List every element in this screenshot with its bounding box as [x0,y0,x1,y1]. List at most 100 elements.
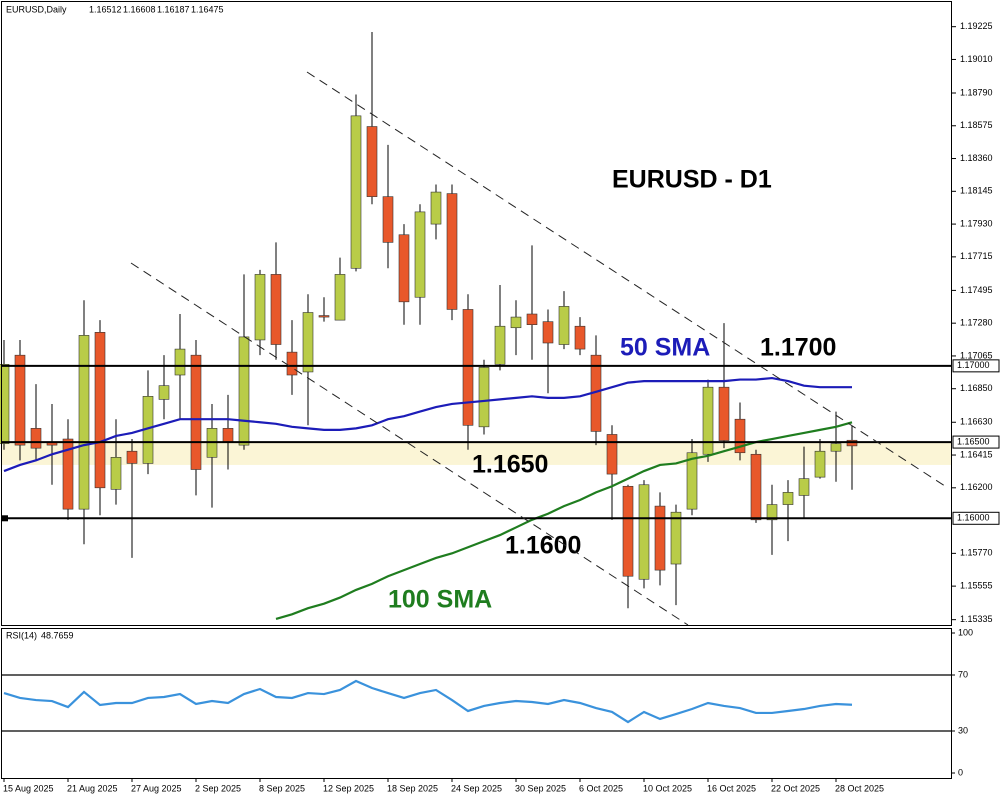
y-tick-label: 1.15335 [960,614,993,624]
y-tick-label: 1.16630 [960,417,993,427]
y-tick-label: 1.18360 [960,153,993,163]
candle-body [302,312,314,373]
y-tick-label: 1.18575 [960,120,993,130]
y-tick-label: 1.19010 [960,54,993,64]
candle-body [478,367,490,428]
candle-body [174,348,186,376]
candle-body [830,443,842,452]
x-tick-label: 24 Sep 2025 [451,783,502,793]
rsi-tick-label: 30 [958,725,968,735]
candle-body [574,325,586,350]
symbol-label: EURUSD,Daily [6,4,67,14]
level-annotation: 1.1650 [472,451,548,479]
candle-body [62,438,74,510]
candle-body [542,321,554,344]
candle-body [782,492,794,505]
level-annotation: 1.1700 [760,334,836,362]
rsi-tick-label: 100 [958,627,973,637]
x-tick-label: 30 Sep 2025 [515,783,566,793]
trend-line [130,262,689,626]
candle-body [430,191,442,225]
y-tick-label: 1.16850 [960,383,993,393]
candle-body [798,478,810,496]
rsi-value: 48.7659 [41,630,74,640]
candle-body [766,504,778,521]
level-price-label: 1.16000 [957,513,990,523]
header-low: 1.16187 [157,4,190,14]
level-price-box [952,359,1000,373]
candle-body [734,418,746,454]
y-tick-label: 1.18145 [960,186,993,196]
x-tick-label: 8 Sep 2025 [259,783,305,793]
candle-body [750,453,762,521]
y-tick-label: 1.16415 [960,449,993,459]
y-tick-label: 1.15555 [960,581,993,591]
candle-body [350,115,362,269]
x-tick-label: 28 Oct 2025 [835,783,884,793]
x-tick-label: 2 Sep 2025 [195,783,241,793]
candle-body [334,274,346,321]
candle-body [654,505,666,571]
main-frame [1,1,952,626]
candle-body [638,484,650,580]
rsi-frame [1,628,952,779]
y-tick-label: 1.18790 [960,87,993,97]
y-tick-label: 1.19225 [960,21,993,31]
candle-body [190,354,202,470]
candle-body [814,450,826,478]
x-tick-label: 10 Oct 2025 [643,783,692,793]
candle-body [158,385,170,400]
candle-body [382,196,394,243]
candle-body [446,193,458,310]
candle-body [318,315,330,318]
candle-body [94,332,106,489]
x-tick-label: 15 Aug 2025 [3,783,54,793]
candle-body [622,485,634,577]
x-tick-label: 16 Oct 2025 [707,783,756,793]
candle-body [686,452,698,510]
candle-body [558,306,570,345]
moving-average-line [3,376,852,473]
x-tick-label: 12 Sep 2025 [323,783,374,793]
candle-body [398,234,410,303]
candle-body [526,313,538,325]
y-tick-label: 1.17495 [960,285,993,295]
rsi-line [3,679,853,724]
candle-body [510,316,522,329]
trend-line [306,71,949,489]
level-annotation: 1.1600 [505,532,581,560]
x-tick-label: 27 Aug 2025 [131,783,182,793]
support-zone [2,442,952,465]
candle-body [270,274,282,345]
x-tick-label: 6 Oct 2025 [579,783,623,793]
rsi-tick-label: 70 [958,669,968,679]
candle-body [0,364,10,444]
header-close: 1.16475 [191,4,224,14]
candle-body [414,211,426,298]
header-open: 1.16512 [89,4,122,14]
candle-body [254,274,266,341]
y-tick-label: 1.17715 [960,251,993,261]
chart-title: EURUSD - D1 [612,166,772,194]
candle-body [78,335,90,510]
candle-body [718,386,730,441]
header-high: 1.16608 [123,4,156,14]
x-tick-label: 18 Sep 2025 [387,783,438,793]
y-tick-label: 1.17930 [960,218,993,228]
y-tick-label: 1.17065 [960,350,993,360]
candle-body [462,309,474,426]
candle-body [222,428,234,443]
candle-body [702,386,714,455]
y-tick-label: 1.17280 [960,318,993,328]
candle-body [126,450,138,464]
level-price-box [952,435,1000,449]
candle-body [606,434,618,475]
candle-body [366,126,378,197]
x-tick-label: 22 Oct 2025 [771,783,820,793]
y-tick-label: 1.16200 [960,482,993,492]
level-price-label: 1.17000 [957,360,990,370]
level-marker [2,515,8,522]
level-price-box [952,511,1000,525]
moving-average-label: 100 SMA [388,586,492,614]
